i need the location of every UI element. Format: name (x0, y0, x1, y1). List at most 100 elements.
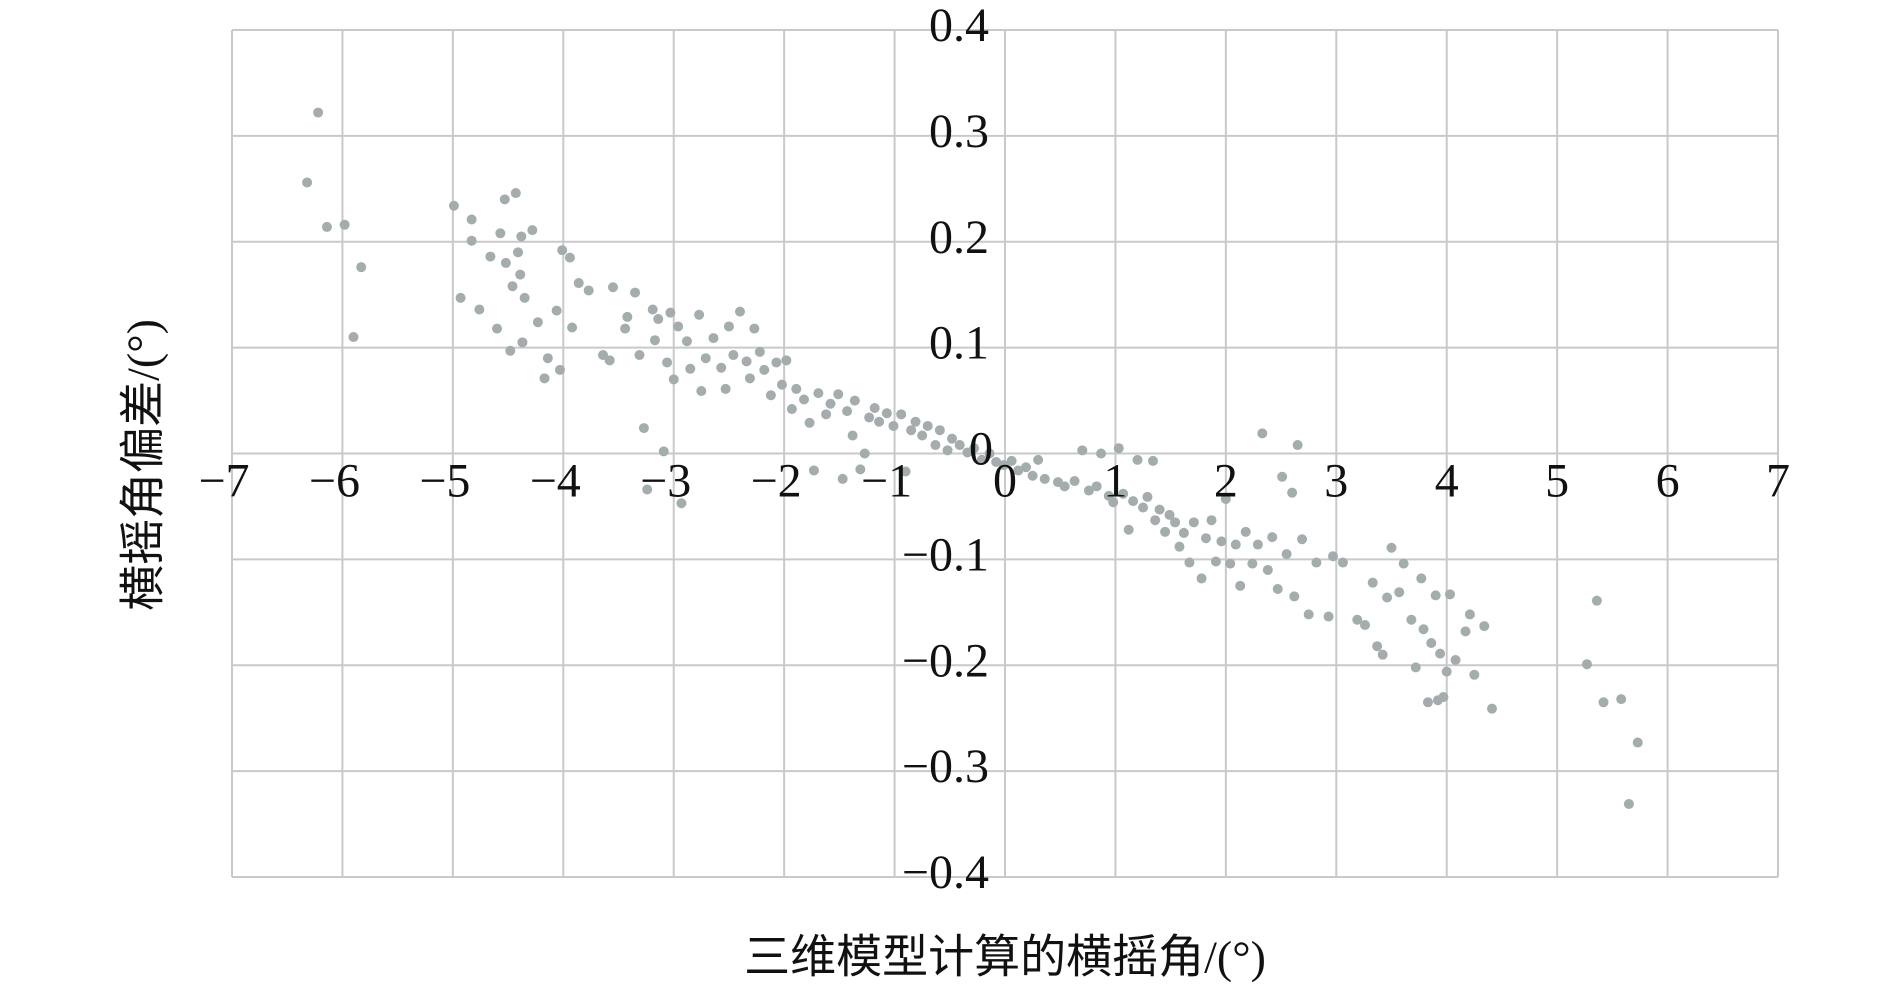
point (765, 390, 776, 401)
point (1352, 614, 1363, 625)
point (1059, 481, 1070, 492)
point (1591, 595, 1602, 606)
y-tick-label: 0.1 (929, 317, 989, 370)
point (1220, 494, 1231, 505)
point (910, 416, 921, 427)
point (513, 247, 524, 258)
point (1200, 533, 1211, 544)
point (1142, 491, 1153, 502)
point (1216, 536, 1227, 547)
point (749, 323, 760, 334)
y-tick-label: −0.1 (902, 528, 989, 581)
point (1210, 556, 1221, 567)
point (1435, 648, 1446, 659)
point (946, 433, 957, 444)
point (1069, 476, 1080, 487)
point (984, 448, 995, 459)
point (653, 314, 664, 325)
point (321, 221, 332, 232)
point (1430, 590, 1441, 601)
point (1188, 517, 1199, 528)
point (1422, 697, 1433, 708)
tick-labels: −7 −6 −5 −4 −3 −2 −1 0 1 2 3 4 5 6 7−0.4−0.3−0.2−0.100… (198, 0, 1790, 899)
point (539, 373, 550, 384)
point (771, 357, 782, 368)
point (507, 281, 518, 292)
point (934, 425, 945, 436)
point (649, 335, 660, 346)
x-tick-label: −3 (640, 455, 691, 508)
y-tick-label: −0.2 (902, 634, 989, 687)
point (527, 225, 538, 236)
point (1170, 517, 1181, 528)
point (922, 420, 933, 431)
point (348, 332, 359, 343)
point (1138, 502, 1149, 513)
point (554, 364, 565, 375)
point (1367, 577, 1378, 588)
y-tick-label: 0 (969, 423, 993, 476)
point (1027, 470, 1038, 481)
point (1257, 428, 1268, 439)
point (1091, 481, 1102, 492)
point (708, 333, 719, 344)
point (942, 445, 953, 456)
point (888, 420, 899, 431)
point (665, 307, 676, 318)
point (786, 404, 797, 415)
point (741, 356, 752, 367)
x-tick-label: 2 (1214, 455, 1238, 508)
point (1469, 669, 1480, 680)
point (776, 379, 787, 390)
point (302, 177, 313, 188)
point (1247, 558, 1258, 569)
point (781, 355, 792, 366)
point (744, 373, 755, 384)
point (1441, 666, 1452, 677)
point (1464, 609, 1475, 620)
point (720, 383, 731, 394)
point (700, 353, 711, 364)
point (1113, 443, 1124, 454)
point (1013, 465, 1024, 476)
point (1323, 611, 1334, 622)
point (1164, 509, 1175, 520)
x-tick-label: −1 (861, 455, 912, 508)
x-axis-title: 三维模型计算的横摇角/(°) (744, 932, 1266, 983)
point (917, 430, 928, 441)
point (1394, 587, 1405, 598)
point (1289, 591, 1300, 602)
point (728, 350, 739, 361)
point (668, 374, 679, 385)
point (634, 350, 645, 361)
point (1632, 737, 1643, 748)
point (1479, 621, 1490, 632)
point (519, 292, 530, 303)
point (564, 252, 575, 263)
x-tick-label: 6 (1656, 455, 1680, 508)
point (448, 200, 459, 211)
point (1377, 649, 1388, 660)
point (1272, 584, 1283, 595)
point (1406, 614, 1417, 625)
point (1460, 626, 1471, 637)
point (1303, 609, 1314, 620)
point (842, 406, 853, 417)
point (906, 425, 917, 436)
point (900, 466, 911, 477)
point (1281, 549, 1292, 560)
point (1174, 541, 1185, 552)
point (864, 412, 875, 423)
point (859, 448, 870, 459)
point (825, 398, 836, 409)
point (694, 309, 705, 320)
point (1128, 496, 1139, 507)
y-tick-label: 0.4 (929, 0, 989, 52)
point (1262, 564, 1273, 575)
point (356, 262, 367, 273)
point (1150, 515, 1161, 526)
y-tick-label: −0.3 (902, 740, 989, 793)
point (466, 214, 477, 225)
